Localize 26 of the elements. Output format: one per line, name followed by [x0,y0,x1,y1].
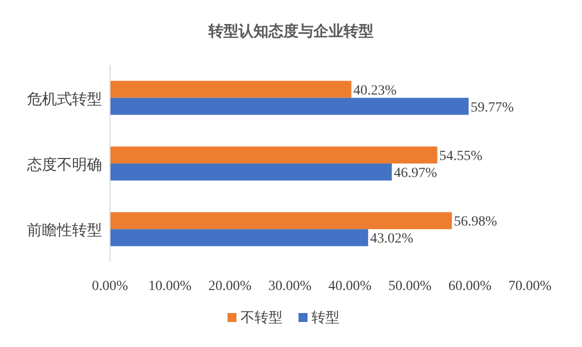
x-tick-label: 20.00% [208,279,252,294]
data-label: 54.55% [439,149,483,164]
bar [110,164,392,180]
bar [110,80,352,98]
y-tick-label: 危机式转型 [27,90,102,108]
legend-label: 转型 [312,309,340,325]
x-tick-label: 70.00% [508,279,552,294]
x-tick-label: 40.00% [328,279,372,294]
x-tick-label: 50.00% [388,279,432,294]
bar [110,229,368,246]
bar [110,146,438,164]
chart-title: 转型认知态度与企业转型 [208,22,374,40]
legend-label: 不转型 [240,309,282,325]
data-label: 59.77% [470,100,514,116]
x-tick-label: 10.00% [148,279,192,294]
y-tick-label: 前瞻性转型 [27,222,102,240]
y-tick-label: 态度不明确 [26,156,102,174]
x-tick-label: 30.00% [268,279,312,294]
data-label: 56.98% [454,214,498,230]
bar [110,212,452,230]
bar [110,98,469,115]
data-label: 46.97% [394,166,438,181]
x-tick-label: 60.00% [448,279,492,294]
x-tick-label: 0.00% [92,279,128,294]
data-label: 43.02% [370,232,414,247]
data-label: 40.23% [353,83,397,98]
